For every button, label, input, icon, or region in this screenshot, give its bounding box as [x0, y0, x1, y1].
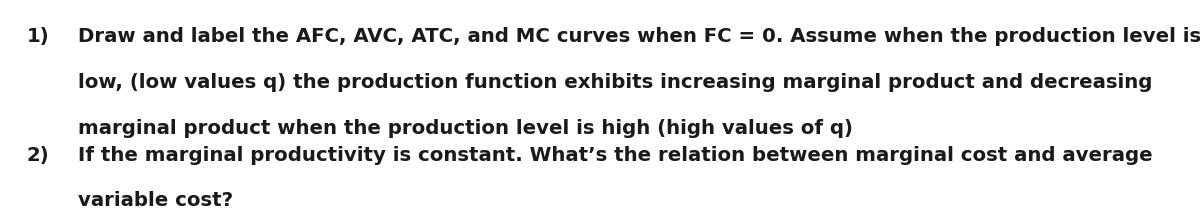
- Text: If the marginal productivity is constant. What’s the relation between marginal c: If the marginal productivity is constant…: [78, 146, 1153, 165]
- Text: low, (low values q) the production function exhibits increasing marginal product: low, (low values q) the production funct…: [78, 73, 1152, 92]
- Text: 2): 2): [26, 146, 49, 165]
- Text: variable cost?: variable cost?: [78, 191, 233, 208]
- Text: marginal product when the production level is high (high values of q): marginal product when the production lev…: [78, 119, 853, 137]
- Text: Draw and label the AFC, AVC, ATC, and MC curves when FC = 0. Assume when the pro: Draw and label the AFC, AVC, ATC, and MC…: [78, 27, 1200, 46]
- Text: 1): 1): [26, 27, 49, 46]
